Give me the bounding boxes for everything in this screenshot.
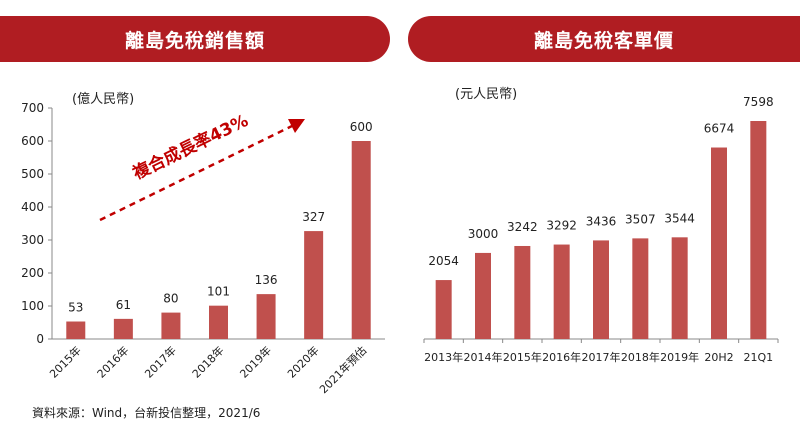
bar (553, 244, 570, 339)
y-tick-label: 200 (21, 266, 44, 280)
bar (161, 312, 181, 339)
bar (750, 121, 767, 339)
x-tick-label: 2015年 (503, 350, 542, 364)
bar (671, 237, 688, 339)
left-chart-unit: (億人民幣) (72, 92, 135, 107)
growth-arrow-head (288, 119, 305, 133)
y-tick-label: 0 (36, 332, 44, 346)
y-tick-label: 700 (21, 101, 44, 115)
bar (514, 245, 531, 339)
y-tick-label: 100 (21, 299, 44, 313)
bar (475, 252, 491, 339)
data-label: 3000 (468, 227, 499, 241)
x-tick-label: 2019年 (660, 350, 699, 364)
bar (113, 318, 133, 339)
y-tick-label: 300 (21, 233, 44, 247)
x-tick-label: 2015年 (46, 343, 83, 380)
data-label: 53 (68, 301, 83, 315)
left-chart-title: 離島免稅銷售額 (0, 16, 390, 62)
bar (632, 238, 649, 339)
x-tick-label: 2019年 (237, 343, 274, 380)
x-tick-label: 2018年 (189, 343, 226, 380)
x-tick-label: 2013年 (424, 350, 463, 364)
source-note: 資料來源：Wind，台新投信整理，2021/6 (32, 406, 261, 420)
x-tick-label: 2016年 (94, 343, 131, 380)
data-label: 600 (350, 120, 373, 134)
bar (351, 141, 371, 339)
x-tick-label: 21Q1 (744, 351, 774, 364)
data-label: 2054 (428, 254, 459, 268)
data-label: 3544 (664, 211, 695, 225)
x-tick-label: 2017年 (582, 350, 621, 364)
bar (711, 147, 727, 339)
bar (593, 240, 609, 339)
unit-price-bar-chart: 2054 2013年 3000 2014年 3242 2015年 3292 2016年 3436… (423, 95, 779, 364)
bar (304, 231, 324, 339)
right-chart-title: 離島免稅客單價 (408, 16, 800, 62)
y-tick-label: 500 (21, 167, 44, 181)
x-tick-label: 2014年 (464, 350, 503, 364)
data-label: 6674 (704, 122, 735, 136)
data-label: 3242 (507, 220, 538, 234)
data-label: 61 (116, 298, 131, 312)
x-tick-label: 2017年 (142, 343, 179, 380)
data-label: 7598 (743, 95, 774, 109)
data-label: 3507 (625, 212, 656, 226)
x-tick-label: 2021年預估 (316, 343, 369, 396)
sales-bar-chart: 0 100 200 300 400 500 600 700 53 2015年 61 2016年 80 20… (21, 101, 385, 396)
data-label: 3436 (586, 214, 617, 228)
y-tick-label: 600 (21, 134, 44, 148)
x-tick-label: 20H2 (704, 351, 733, 364)
right-chart-unit: (元人民幣) (455, 87, 518, 102)
data-label: 3292 (546, 219, 577, 233)
growth-arrow-line (99, 124, 293, 222)
data-label: 136 (255, 273, 278, 287)
y-tick-label: 400 (21, 200, 44, 214)
bar (256, 294, 276, 339)
data-label: 327 (302, 210, 325, 224)
x-tick-label: 2018年 (621, 350, 660, 364)
x-tick-label: 2020年 (284, 343, 321, 380)
bar (435, 280, 452, 339)
data-label: 80 (163, 292, 178, 306)
data-label: 101 (207, 285, 230, 299)
growth-annotation: 複合成長率43% (129, 110, 252, 184)
bar (209, 305, 228, 339)
bar (66, 321, 86, 339)
x-tick-label: 2016年 (542, 350, 581, 364)
